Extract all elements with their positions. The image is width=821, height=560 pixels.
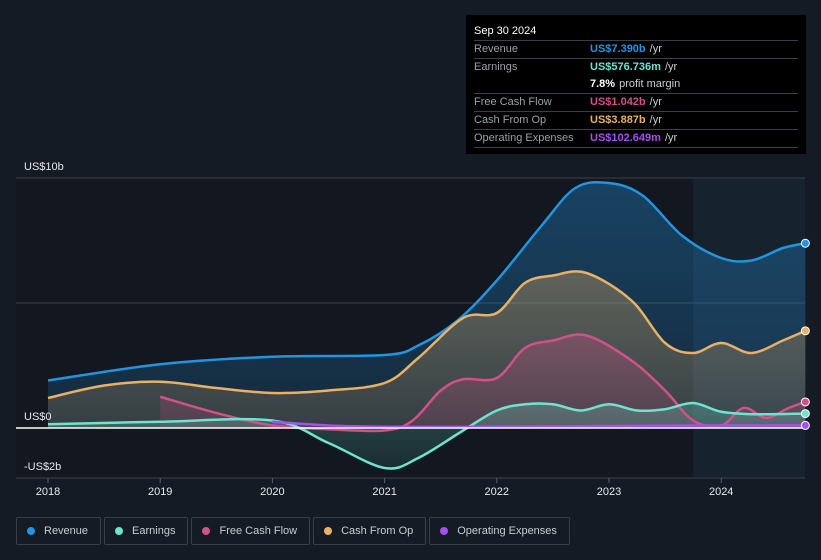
y-tick-label: US$0 bbox=[24, 411, 52, 423]
x-tick-label: 2022 bbox=[485, 486, 509, 498]
y-tick-label: US$10b bbox=[24, 161, 64, 173]
legend-item-earnings[interactable]: Earnings bbox=[104, 517, 189, 545]
legend-dot-icon bbox=[115, 527, 124, 535]
x-tick-label: 2021 bbox=[372, 486, 396, 498]
x-tick-label: 2019 bbox=[148, 486, 172, 498]
legend-label: Revenue bbox=[44, 525, 89, 537]
legend: Revenue Earnings Free Cash Flow Cash From O… bbox=[16, 517, 570, 545]
tooltip-value: US$1.042b bbox=[590, 96, 646, 108]
cash-from-op-line bbox=[47, 270, 806, 400]
earnings-line bbox=[47, 401, 806, 470]
x-tick-label: 2023 bbox=[597, 486, 621, 498]
tooltip-value: US$576.736m bbox=[590, 61, 661, 73]
tooltip-label: Free Cash Flow bbox=[474, 96, 552, 108]
operating-expenses-line bbox=[272, 420, 806, 429]
legend-dot-icon bbox=[202, 527, 211, 535]
legend-dot-icon bbox=[324, 527, 333, 535]
operating-expenses-endpoint bbox=[800, 420, 810, 430]
tooltip-row: Cash From Op US$3.887b/yr bbox=[474, 112, 798, 130]
tooltip-date: Sep 30 2024 bbox=[474, 23, 798, 41]
tooltip-unit: /yr bbox=[649, 96, 662, 108]
legend-item-operating-expenses[interactable]: Operating Expenses bbox=[429, 517, 570, 545]
free-cash-flow-area bbox=[160, 334, 806, 432]
tooltip-value: US$102.649m bbox=[590, 132, 661, 144]
x-tick-label: 2018 bbox=[36, 486, 60, 498]
tooltip-label: Operating Expenses bbox=[474, 132, 574, 144]
legend-label: Cash From Op bbox=[341, 525, 414, 537]
free-cash-flow-line bbox=[159, 333, 806, 433]
legend-dot-icon bbox=[27, 527, 35, 535]
tooltip-unit: /yr bbox=[649, 114, 662, 126]
y-tick-label: -US$2b bbox=[24, 461, 61, 473]
tooltip-row: 7.8% profit margin bbox=[474, 76, 798, 94]
revenue-line bbox=[47, 180, 806, 382]
legend-item-cash-from-op[interactable]: Cash From Op bbox=[313, 517, 427, 545]
tooltip-label: Cash From Op bbox=[474, 114, 547, 126]
chart: US$10b US$0 -US$2b 2018 2019 2020 2021 2022 202… bbox=[16, 161, 810, 498]
tooltip-label: Revenue bbox=[474, 43, 519, 55]
earnings-endpoint bbox=[800, 409, 810, 419]
x-tick-label: 2020 bbox=[260, 486, 284, 498]
tooltip-unit: /yr bbox=[664, 132, 678, 144]
tooltip-row: Operating Expenses US$102.649m/yr bbox=[474, 130, 798, 148]
legend-label: Free Cash Flow bbox=[219, 525, 298, 537]
legend-item-free-cash-flow[interactable]: Free Cash Flow bbox=[191, 517, 311, 545]
tooltip-value: US$7.390b bbox=[590, 43, 646, 55]
tooltip-row: Free Cash Flow US$1.042b/yr bbox=[474, 94, 798, 112]
legend-dot-icon bbox=[440, 527, 449, 535]
tooltip-label: Earnings bbox=[474, 61, 518, 73]
tooltip-unit: /yr bbox=[664, 61, 678, 73]
tooltip-value: 7.8% bbox=[590, 78, 616, 90]
legend-label: Earnings bbox=[132, 525, 176, 537]
tooltip-label bbox=[474, 76, 590, 93]
tooltip-row: Earnings US$576.736m/yr bbox=[474, 59, 798, 76]
revenue-endpoint bbox=[800, 238, 810, 248]
tooltip-row: Revenue US$7.390b/yr bbox=[474, 41, 798, 59]
tooltip: Sep 30 2024 Revenue US$7.390b/yr Earnings U… bbox=[466, 15, 806, 154]
x-tick-label: 2024 bbox=[709, 486, 733, 498]
tooltip-value: US$3.887b bbox=[590, 114, 646, 126]
free-cash-flow-endpoint bbox=[800, 397, 810, 407]
legend-item-revenue[interactable]: Revenue bbox=[16, 517, 102, 545]
legend-label: Operating Expenses bbox=[457, 525, 557, 537]
tooltip-unit: /yr bbox=[649, 43, 662, 55]
tooltip-unit: profit margin bbox=[619, 78, 681, 90]
cash-from-op-endpoint bbox=[800, 326, 810, 336]
